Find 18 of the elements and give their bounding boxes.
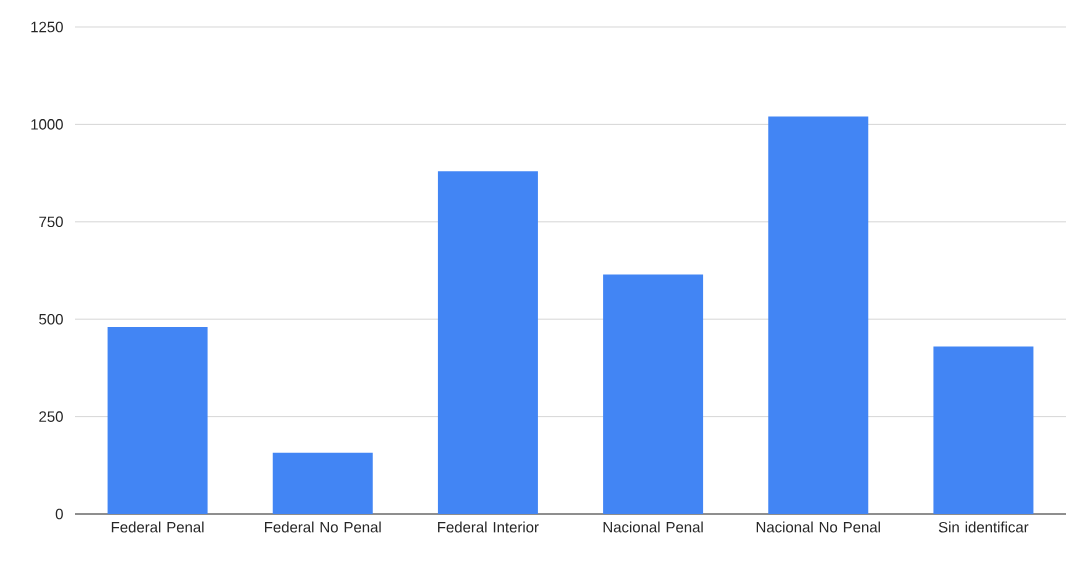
bar <box>272 452 373 514</box>
bar <box>437 171 538 514</box>
x-tick-label: Nacional Penal <box>603 521 703 533</box>
x-tick-label: Federal No Penal <box>264 521 381 533</box>
y-tick-label: 250 <box>39 411 63 422</box>
y-tick-label: 0 <box>55 508 63 520</box>
y-tick-label: 750 <box>39 216 63 228</box>
x-tick-label: Federal Penal <box>111 521 204 533</box>
bar <box>933 346 1034 514</box>
y-tick-label: 1000 <box>31 119 63 130</box>
bar <box>603 274 704 514</box>
x-tick-label: Federal Interior <box>438 521 539 533</box>
y-tick-label: 1250 <box>31 21 63 33</box>
bar <box>107 326 208 514</box>
x-tick-label: Nacional No Penal <box>756 521 880 533</box>
y-tick-label: 500 <box>39 313 63 325</box>
x-tick-label: Sin identificar <box>938 521 1029 533</box>
bar <box>768 116 869 514</box>
